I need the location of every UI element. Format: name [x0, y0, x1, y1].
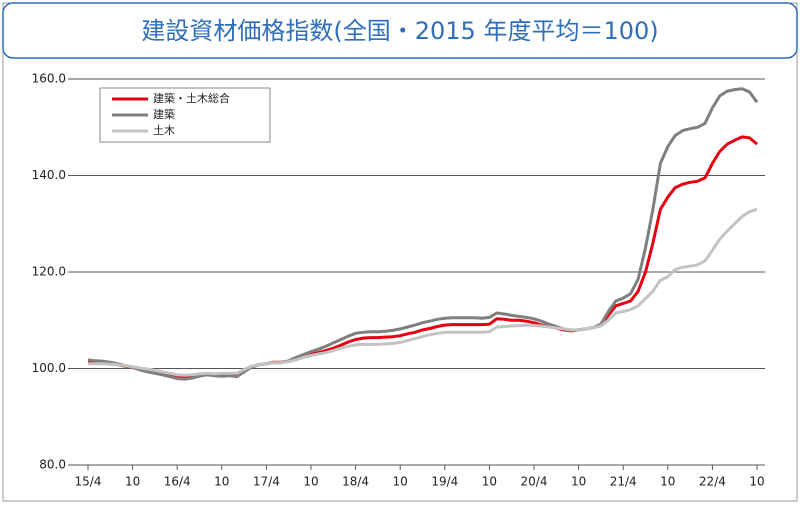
outer-frame: [2, 2, 798, 502]
x-tick-label: 10: [482, 475, 497, 489]
x-tick-label: 20/4: [521, 475, 548, 489]
x-tick-label: 22/4: [699, 475, 726, 489]
title-box: [2, 2, 798, 59]
x-tick-label: 17/4: [253, 475, 280, 489]
x-tick-label: 10: [660, 475, 675, 489]
x-tick-label: 19/4: [431, 475, 458, 489]
x-tick-label: 16/4: [164, 475, 191, 489]
series-line: [88, 207, 758, 377]
x-tick-label: 10: [749, 475, 764, 489]
x-tick-label: 10: [303, 475, 318, 489]
x-tick-label: 10: [125, 475, 140, 489]
x-tick-label: 10: [571, 475, 586, 489]
y-tick-label: 100.0: [32, 361, 66, 375]
x-tick-label: 21/4: [610, 475, 637, 489]
legend-label: 建築・土木総合: [153, 91, 230, 105]
y-tick-label: 140.0: [32, 168, 66, 182]
x-tick-label: 10: [393, 475, 408, 489]
y-tick-label: 160.0: [32, 72, 66, 86]
y-tick-label: 120.0: [32, 265, 66, 279]
x-tick-label: 18/4: [342, 475, 369, 489]
chart-title: 建設資材価格指数(全国・2015 年度平均＝100): [141, 17, 658, 45]
series-line: [87, 87, 759, 381]
legend-label: 建築: [153, 107, 175, 121]
x-tick-label: 15/4: [75, 475, 102, 489]
x-tick-label: 10: [214, 475, 229, 489]
legend-label: 土木: [153, 124, 175, 137]
y-tick-label: 80.0: [39, 458, 66, 472]
